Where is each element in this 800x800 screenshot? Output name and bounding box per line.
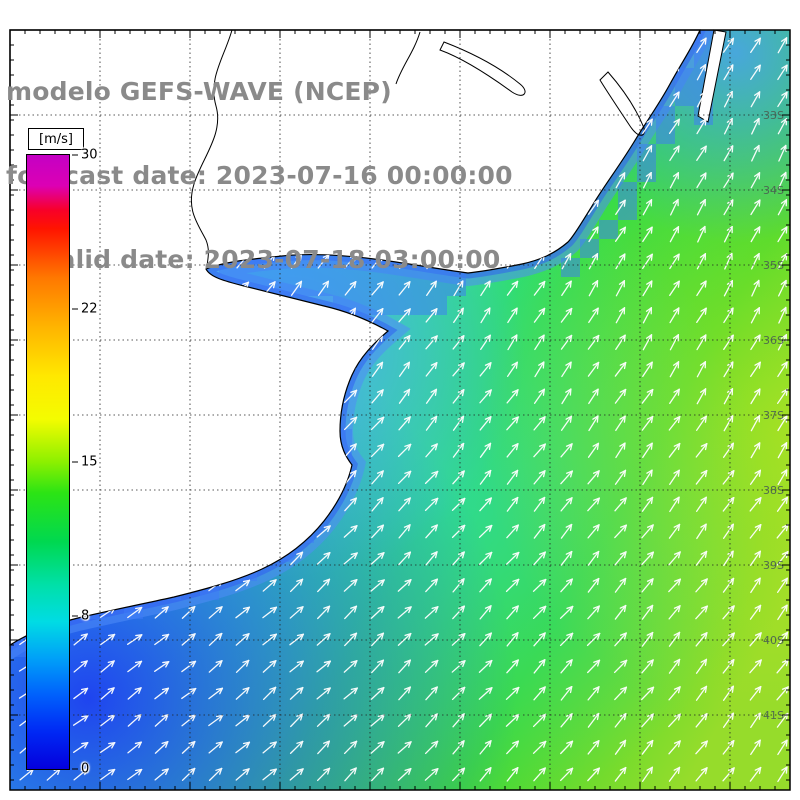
svg-text:37S: 37S: [763, 409, 784, 422]
inland-water-details: [190, 29, 645, 267]
colorbar-tick: 15: [72, 455, 98, 470]
svg-text:38S: 38S: [763, 484, 784, 497]
model-title: modelo GEFS-WAVE (NCEP): [6, 77, 392, 106]
colorbar-tick: 0: [72, 762, 89, 777]
svg-text:40S: 40S: [763, 634, 784, 647]
grid-lines: [10, 30, 790, 790]
chart-title-block: modelo GEFS-WAVE (NCEP) forecast date: 2…: [6, 22, 513, 330]
colorbar: [m/s] 30 22 15 8 0: [26, 128, 98, 777]
svg-text:34S: 34S: [763, 184, 784, 197]
colorbar-unit-label: [m/s]: [28, 128, 84, 150]
svg-text:41S: 41S: [763, 709, 784, 722]
barrier-island: [697, 29, 727, 123]
svg-text:35S: 35S: [763, 259, 784, 272]
svg-text:33S: 33S: [763, 109, 784, 122]
colorbar-tick: 30: [72, 148, 98, 163]
river-line: [190, 29, 233, 267]
svg-text:36S: 36S: [763, 334, 784, 347]
latitude-labels: 33S 34S 35S 36S 37S 38S 39S 40S 41S: [763, 109, 784, 722]
svg-text:39S: 39S: [763, 559, 784, 572]
plot-frame: [9, 29, 791, 791]
river-line: [395, 31, 421, 85]
colorbar-tick: 22: [72, 301, 98, 316]
lagoon-outline: [439, 41, 526, 96]
lagoon-outline: [599, 71, 645, 136]
colorbar-gradient: [26, 154, 70, 770]
colorbar-tick: 8: [72, 608, 89, 623]
